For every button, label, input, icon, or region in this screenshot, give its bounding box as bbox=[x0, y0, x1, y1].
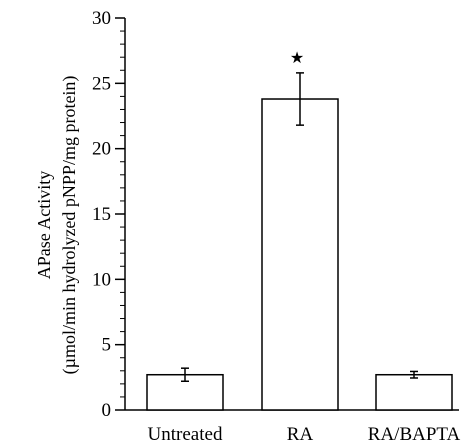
y-axis-title: APase Activity (µmol/min hydrolyzed pNPP… bbox=[34, 76, 80, 375]
y-tick-label: 0 bbox=[102, 400, 112, 421]
bar bbox=[146, 373, 224, 411]
y-tick-label: 15 bbox=[92, 204, 111, 225]
significance-star-icon: ★ bbox=[290, 50, 304, 67]
x-category-label: RA/BAPTA bbox=[368, 424, 461, 445]
bar bbox=[261, 98, 339, 411]
y-tick-label: 25 bbox=[92, 73, 111, 94]
plot-area: 0 5 10 15 20 25 30 Untreated RA ★ RA/BAPTA bbox=[92, 8, 460, 445]
x-category-label: RA bbox=[287, 424, 314, 445]
bar bbox=[375, 373, 453, 411]
y-tick-label: 20 bbox=[92, 139, 111, 160]
y-tick-label: 5 bbox=[102, 335, 112, 356]
x-category-label: Untreated bbox=[148, 424, 223, 445]
y-axis-title-line-1: APase Activity bbox=[34, 171, 54, 280]
y-tick-label: 30 bbox=[92, 8, 111, 29]
y-axis-title-line-2: (µmol/min hydrolyzed pNPP/mg protein) bbox=[59, 76, 80, 375]
y-tick-label: 10 bbox=[92, 269, 111, 290]
